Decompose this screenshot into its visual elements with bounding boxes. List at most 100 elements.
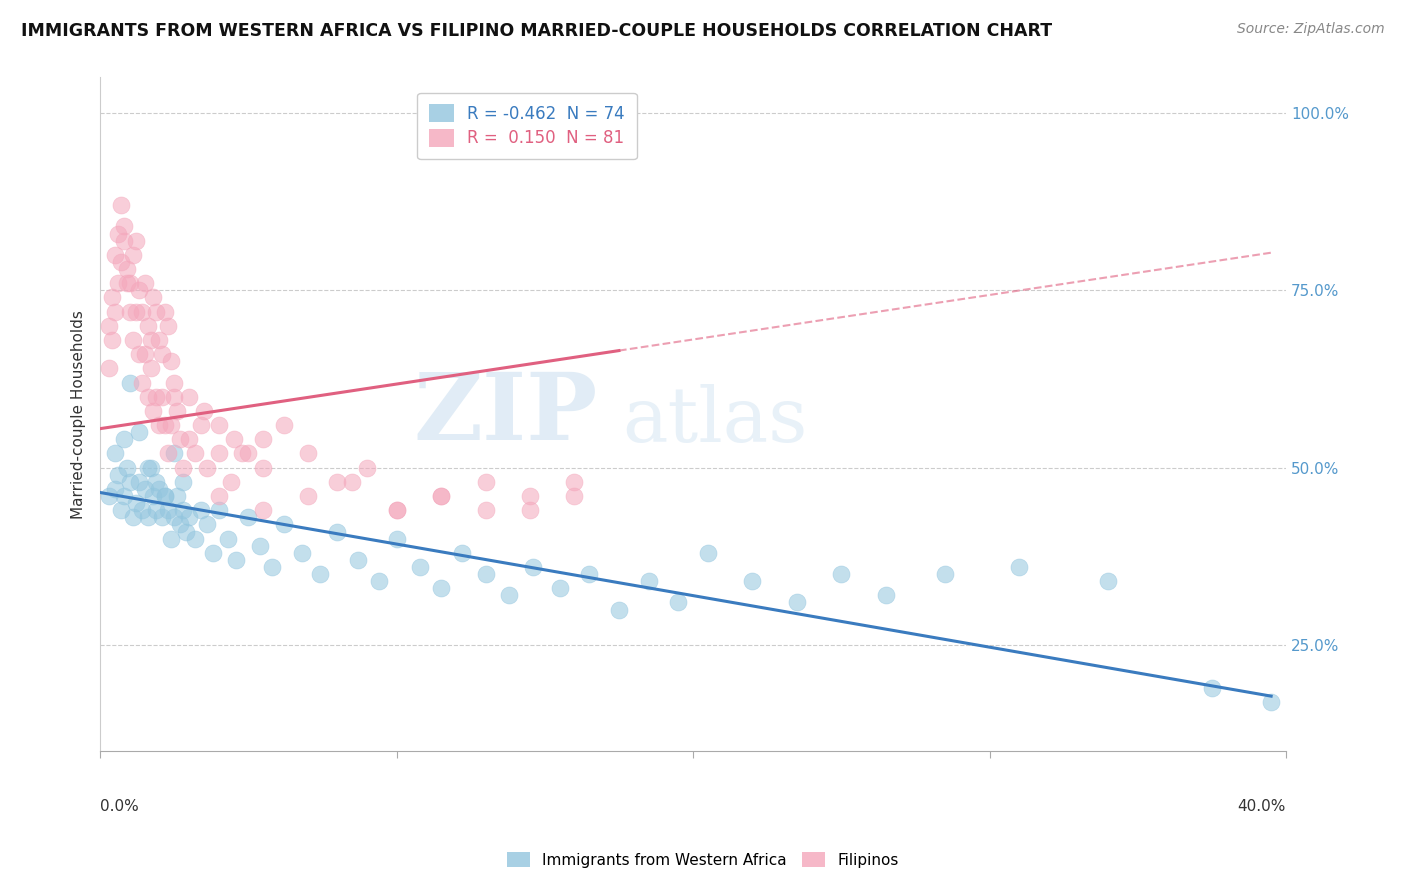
Point (125, 304, 148, 318)
Point (184, 532, 207, 546)
Point (134, 482, 156, 496)
Point (136, 510, 159, 524)
Point (564, 489, 586, 503)
Point (252, 460, 274, 475)
Point (155, 418, 177, 433)
Point (326, 475, 349, 489)
Point (148, 418, 170, 433)
Point (139, 333, 162, 347)
Point (1097, 574, 1119, 589)
Point (125, 496, 148, 510)
Point (637, 574, 659, 589)
Point (519, 489, 541, 503)
Point (150, 347, 173, 361)
Point (118, 276, 141, 290)
Point (217, 532, 239, 546)
Point (367, 574, 389, 589)
Text: 40.0%: 40.0% (1237, 798, 1286, 814)
Point (177, 510, 200, 524)
Point (160, 532, 183, 546)
Point (208, 503, 231, 517)
Point (131, 304, 153, 318)
Point (696, 546, 718, 560)
Point (934, 567, 956, 582)
Text: Source: ZipAtlas.com: Source: ZipAtlas.com (1237, 22, 1385, 37)
Point (160, 418, 183, 433)
Point (385, 503, 408, 517)
Text: IMMIGRANTS FROM WESTERN AFRICA VS FILIPINO MARRIED-COUPLE HOUSEHOLDS CORRELATION: IMMIGRANTS FROM WESTERN AFRICA VS FILIPI… (21, 22, 1052, 40)
Point (118, 304, 141, 318)
Point (830, 567, 852, 582)
Point (98, 489, 121, 503)
Point (169, 432, 191, 446)
Point (150, 510, 173, 524)
Point (157, 446, 180, 460)
Point (136, 390, 159, 404)
Point (134, 276, 156, 290)
Point (104, 482, 127, 496)
Point (115, 460, 138, 475)
Point (498, 588, 520, 602)
Point (231, 446, 253, 460)
Point (136, 318, 159, 333)
Point (666, 595, 689, 609)
Point (1201, 681, 1223, 695)
Point (118, 376, 141, 390)
Point (121, 248, 143, 262)
Point (208, 489, 231, 503)
Point (174, 524, 197, 539)
Point (148, 482, 170, 496)
Point (238, 446, 260, 460)
Point (163, 510, 186, 524)
Point (163, 390, 186, 404)
Y-axis label: Married-couple Households: Married-couple Households (72, 310, 86, 519)
Point (166, 404, 188, 418)
Point (112, 219, 135, 234)
Point (297, 489, 319, 503)
Point (166, 489, 188, 503)
Point (104, 248, 127, 262)
Point (131, 376, 153, 390)
Point (786, 595, 808, 609)
Point (155, 489, 177, 503)
Point (134, 347, 156, 361)
Point (273, 517, 295, 532)
Point (104, 304, 127, 318)
Point (409, 560, 432, 574)
Point (474, 475, 496, 489)
Point (112, 489, 135, 503)
Point (155, 304, 177, 318)
Point (519, 503, 541, 517)
Point (252, 432, 274, 446)
Point (273, 418, 295, 433)
Point (201, 546, 224, 560)
Point (208, 446, 231, 460)
Point (110, 503, 132, 517)
Point (110, 198, 132, 212)
Point (430, 489, 453, 503)
Legend: Immigrants from Western Africa, Filipinos: Immigrants from Western Africa, Filipino… (499, 844, 907, 875)
Point (195, 517, 218, 532)
Point (107, 276, 129, 290)
Legend: R = -0.462  N = 74, R =  0.150  N = 81: R = -0.462 N = 74, R = 0.150 N = 81 (418, 93, 637, 159)
Point (163, 446, 186, 460)
Point (238, 510, 260, 524)
Text: 0.0%: 0.0% (100, 798, 139, 814)
Point (101, 290, 124, 304)
Point (193, 404, 215, 418)
Point (115, 276, 138, 290)
Point (385, 532, 408, 546)
Point (308, 567, 330, 582)
Point (741, 574, 763, 589)
Point (139, 460, 162, 475)
Point (155, 489, 177, 503)
Point (430, 489, 453, 503)
Point (128, 283, 150, 297)
Point (578, 567, 600, 582)
Point (522, 560, 544, 574)
Point (190, 418, 212, 433)
Point (136, 460, 159, 475)
Point (208, 418, 231, 433)
Point (112, 234, 135, 248)
Point (145, 503, 167, 517)
